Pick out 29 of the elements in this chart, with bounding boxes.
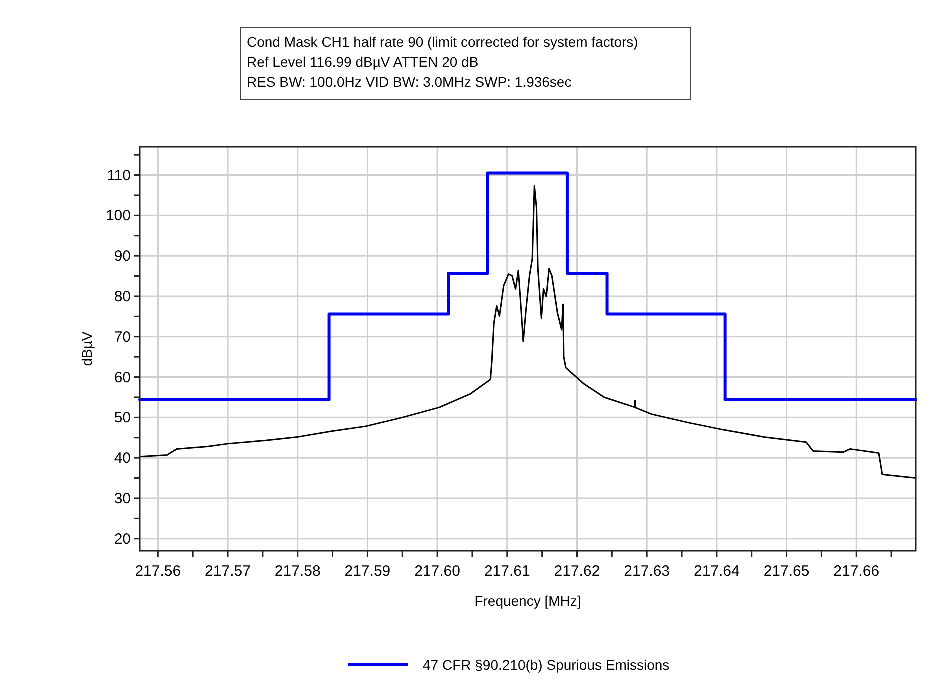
x-axis-title: Frequency [MHz] bbox=[474, 593, 582, 609]
x-tick-label: 217.61 bbox=[484, 563, 530, 580]
y-tick-label: 80 bbox=[114, 288, 131, 306]
legend-label: 47 CFR §90.210(b) Spurious Emissions bbox=[423, 657, 670, 673]
y-axis-title: dBµV bbox=[79, 331, 95, 366]
y-tick-label: 110 bbox=[107, 167, 131, 184]
x-tick-label: 217.64 bbox=[694, 563, 740, 580]
y-tick-label: 70 bbox=[114, 328, 131, 346]
line-series bbox=[139, 185, 917, 480]
text: Ref Level 116.99 dBµV ATTEN 20 dB bbox=[247, 54, 479, 70]
y-tick-label: 100 bbox=[106, 208, 131, 225]
line-series bbox=[138, 172, 918, 402]
x-tick-label: 217.58 bbox=[274, 563, 321, 580]
y-tick-label: 30 bbox=[114, 490, 131, 508]
x-tick-label: 217.66 bbox=[834, 563, 880, 580]
x-tick-label: 217.57 bbox=[205, 563, 251, 580]
x-tick-label: 217.56 bbox=[135, 563, 182, 580]
x-tick-label: 217.65 bbox=[764, 563, 810, 580]
y-tick-label: 60 bbox=[114, 369, 131, 386]
y-tick-label: 90 bbox=[114, 248, 131, 266]
y-tick-label: 50 bbox=[114, 410, 131, 427]
y-tick-label: 40 bbox=[114, 450, 131, 468]
y-tick-label: 20 bbox=[114, 530, 131, 548]
text: RES BW: 100.0Hz VID BW: 3.0MHz SWP: 1.936sec bbox=[247, 74, 572, 90]
x-tick-label: 217.59 bbox=[344, 563, 391, 580]
x-tick-label: 217.62 bbox=[554, 563, 600, 580]
x-tick-label: 217.60 bbox=[414, 563, 460, 580]
x-tick-label: 217.63 bbox=[624, 563, 670, 580]
chart-title: Cond Mask CH1 half rate 90 (limit corrected for system factors) bbox=[247, 34, 638, 50]
